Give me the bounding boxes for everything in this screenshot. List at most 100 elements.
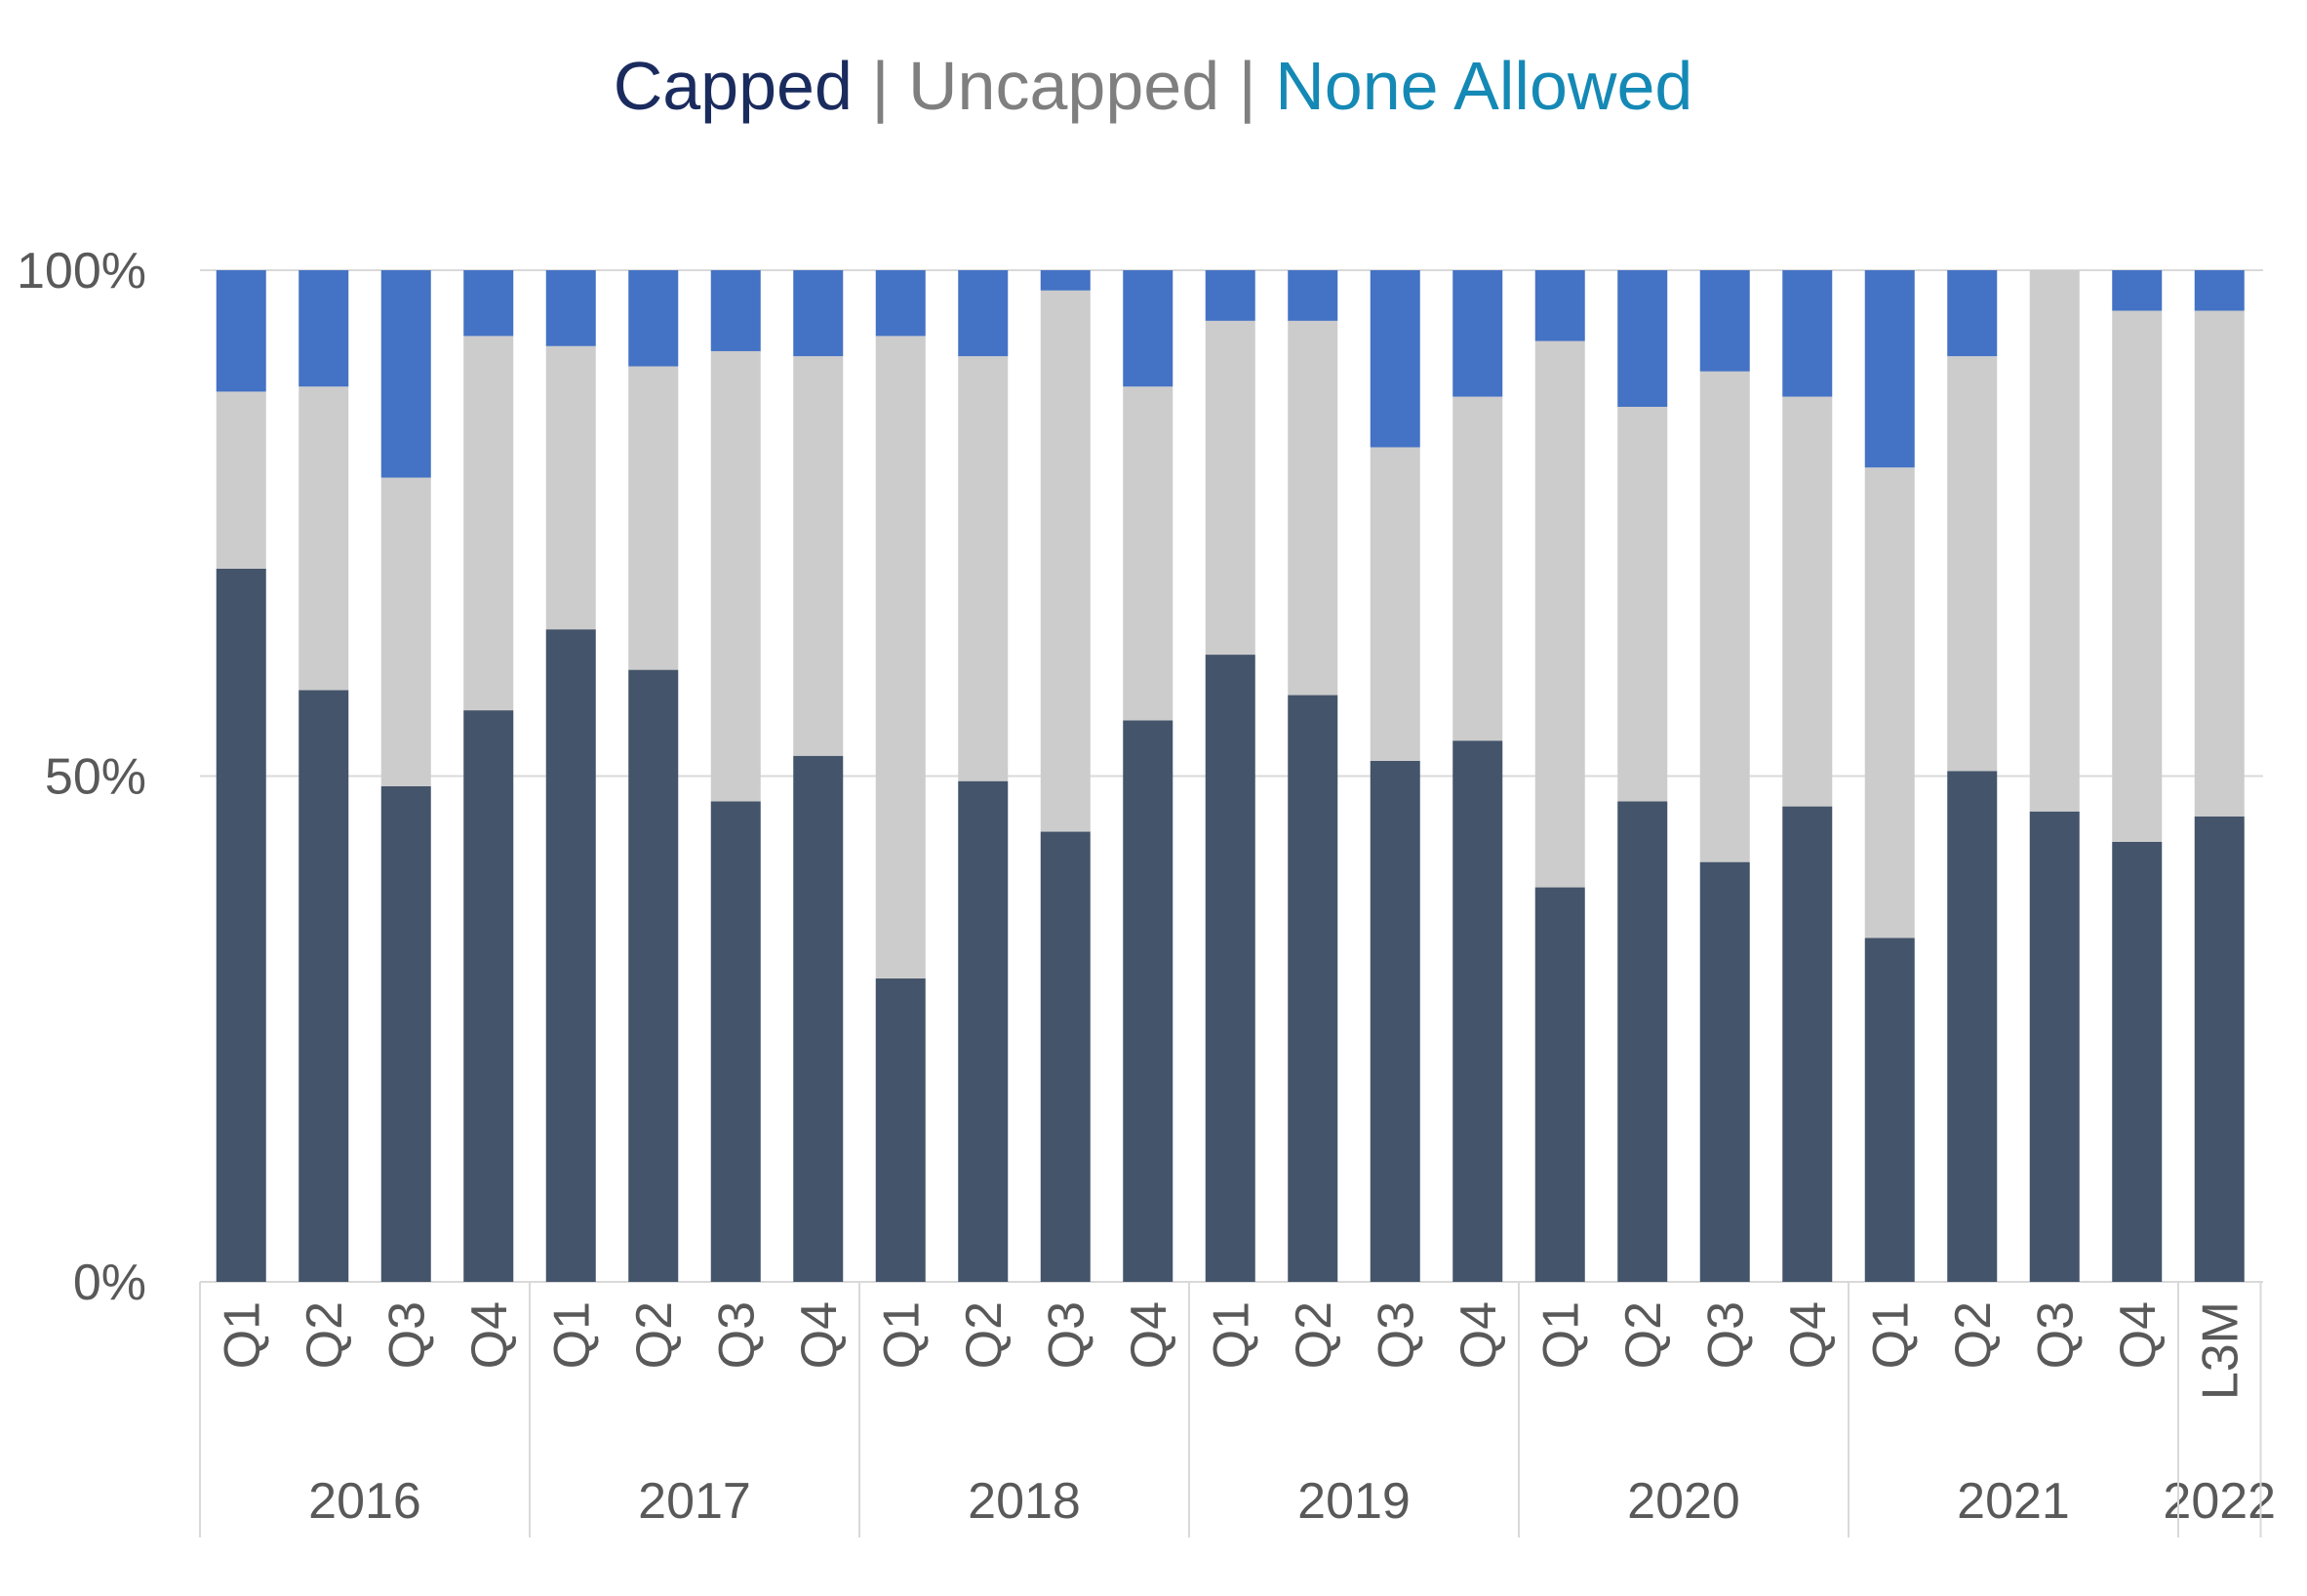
bar-uncapped [463,336,514,711]
bar-uncapped [1617,406,1668,802]
bar-uncapped [298,386,349,691]
x-tick-label: Q3 [2027,1301,2084,1369]
title-part-3: | [1219,48,1275,124]
bar-capped [1370,760,1420,1282]
x-tick-label: Q1 [214,1301,270,1369]
y-tick-label: 0% [73,1255,146,1311]
bar-uncapped [875,336,926,978]
bar-capped [958,780,1009,1282]
x-tick-label: Q2 [1615,1301,1672,1369]
bar-capped [1782,806,1833,1282]
x-tick-label: Q3 [1038,1301,1094,1369]
bar-uncapped [2194,310,2245,817]
year-group-label: 2021 [1957,1473,2070,1530]
bar-none_allowed [298,270,349,387]
x-axis: Q1 Q2 Q3 Q4 Q1 Q2 Q3 Q4 Q1 Q2 Q3 Q4 Q1 Q2 Q3 Q4 Q1 Q2 Q3 Q4… [199,1282,2276,1537]
bar-capped [710,801,761,1282]
bar-none_allowed [628,270,679,367]
bar-uncapped [1370,447,1420,761]
bar-uncapped [1040,290,1091,832]
bar-none_allowed [1947,270,1998,357]
bar-none_allowed [958,270,1009,357]
bar-none_allowed [1782,270,1833,397]
chart-title: Capped | Uncapped | None Allowed [614,48,1693,124]
bar-capped [1699,861,1750,1282]
x-tick-label: Q2 [1945,1301,2002,1369]
bar-none_allowed [793,270,844,357]
bar-none_allowed [1617,270,1668,407]
bars-group [216,270,2245,1282]
bar-uncapped [1699,371,1750,862]
bar-none_allowed [1452,270,1503,397]
bar-none_allowed [875,270,926,337]
title-part-0: Capped [614,48,853,124]
bar-uncapped [1864,467,1915,938]
bar-capped [1864,938,1915,1282]
bar-capped [793,755,844,1282]
bar-capped [1205,655,1255,1282]
bar-capped [2194,816,2245,1282]
bar-uncapped [710,350,761,802]
x-tick-label: Q1 [1203,1301,1259,1369]
year-group-label: 2018 [968,1473,1081,1530]
bar-uncapped [1288,320,1338,696]
bar-capped [1534,887,1585,1282]
bar-capped [545,629,596,1282]
bar-uncapped [216,391,266,569]
bar-uncapped [1205,320,1255,656]
bar-none_allowed [1288,270,1338,321]
y-axis-ticks: 0% 50% 100% [17,243,146,1311]
x-tick-label: Q4 [1451,1301,1507,1369]
bar-uncapped [628,366,679,670]
x-tick-label: Q2 [297,1301,353,1369]
bar-none_allowed [1040,270,1091,291]
y-tick-label: 100% [17,243,146,299]
bar-capped [298,690,349,1282]
bar-none_allowed [380,270,431,478]
bar-capped [380,785,431,1282]
year-group-label: 2020 [1627,1473,1740,1530]
year-group-label: 2022 [2163,1473,2276,1530]
bar-none_allowed [216,270,266,392]
bar-none_allowed [1699,270,1750,372]
bar-none_allowed [710,270,761,351]
bar-uncapped [1534,340,1585,888]
bar-capped [1040,831,1091,1282]
x-tick-label: Q1 [543,1301,600,1369]
bar-uncapped [380,477,431,786]
x-tick-label: Q3 [1697,1301,1754,1369]
bar-none_allowed [1534,270,1585,341]
bar-none_allowed [1123,270,1173,387]
x-tick-label: Q1 [1532,1301,1589,1369]
bar-capped [1452,740,1503,1282]
bar-none_allowed [1205,270,1255,321]
x-tick-label: Q3 [378,1301,435,1369]
bar-uncapped [1782,396,1833,807]
y-tick-label: 50% [45,749,146,806]
title-part-4: None Allowed [1275,48,1692,124]
x-tick-label: Q1 [1862,1301,1919,1369]
bar-uncapped [1123,386,1173,721]
bar-none_allowed [463,270,514,337]
bar-capped [2112,841,2163,1282]
x-tick-label: Q4 [461,1301,518,1369]
bar-capped [1617,801,1668,1282]
bar-capped [216,568,266,1282]
bar-capped [628,669,679,1282]
title-part-1: | [853,48,908,124]
bar-none_allowed [545,270,596,346]
bar-none_allowed [2194,270,2245,311]
bar-capped [1947,771,1998,1282]
x-tick-label: Q4 [791,1301,848,1369]
bar-capped [2029,811,2080,1282]
bar-uncapped [1452,396,1503,741]
bar-capped [463,710,514,1282]
x-tick-label: Q2 [956,1301,1013,1369]
x-tick-label: Q2 [1286,1301,1342,1369]
year-group-label: 2017 [638,1473,751,1530]
bar-none_allowed [1370,270,1420,448]
bar-capped [875,978,926,1282]
bar-capped [1123,720,1173,1282]
bar-uncapped [545,345,596,630]
